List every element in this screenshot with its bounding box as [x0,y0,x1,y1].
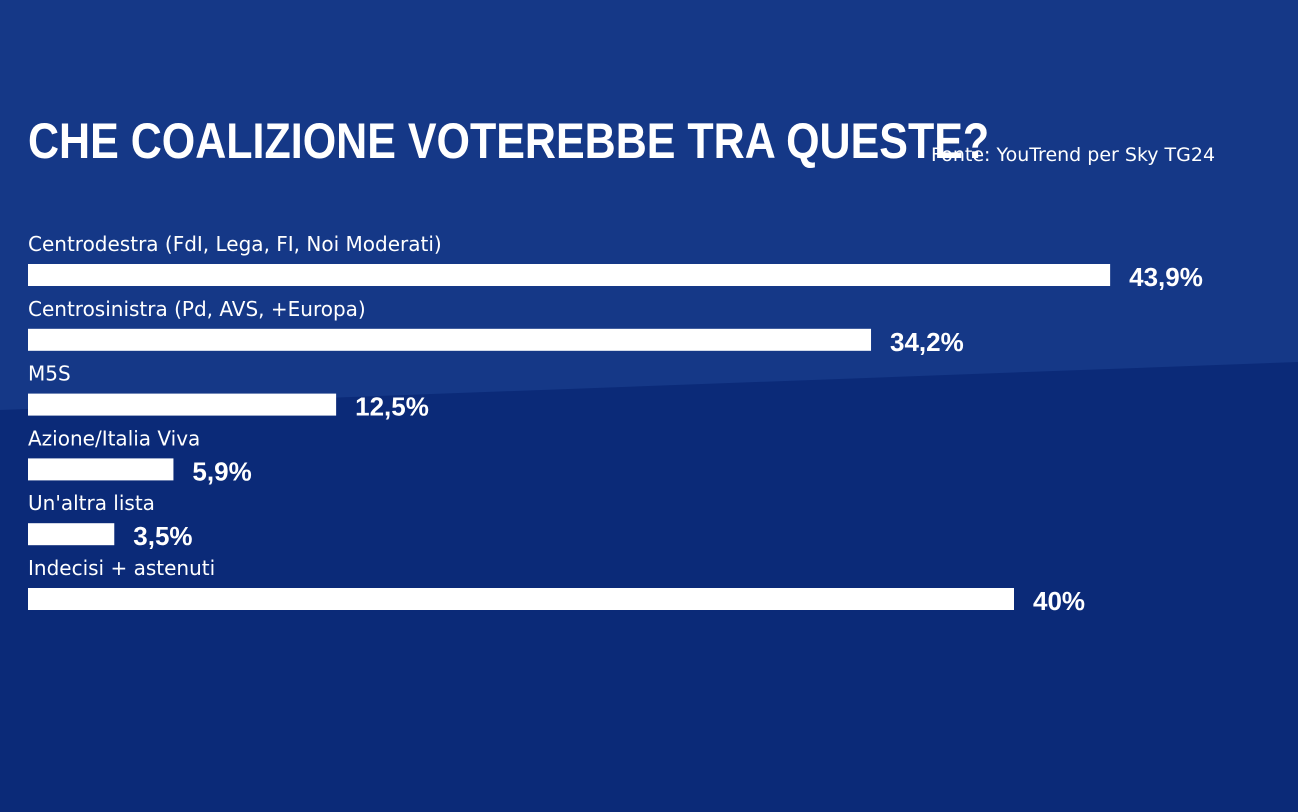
category-label-azione-italia-viva: Azione/Italia Viva [28,426,200,450]
category-label-indecisi-astenuti: Indecisi + astenuti [28,556,215,580]
bar-centrosinistra-pd-avs-europa [28,328,872,351]
category-label-centrodestra-fdi-lega-fi-noi-moderati: Centrodestra (FdI, Lega, FI, Noi Moderat… [28,232,442,256]
category-label-m5s: M5S [28,362,71,386]
value-label-centrodestra-fdi-lega-fi-noi-moderati: 43,9% [1129,262,1203,292]
bar-un-altra-lista [28,523,115,546]
value-label-centrosinistra-pd-avs-europa: 34,2% [890,327,964,357]
bar-indecisi-astenuti [28,588,1014,610]
category-label-centrosinistra-pd-avs-europa: Centrosinistra (Pd, AVS, +Europa) [28,297,366,321]
value-label-indecisi-astenuti: 40% [1033,586,1085,616]
bar-m5s [28,393,337,416]
value-label-azione-italia-viva: 5,9% [192,456,251,486]
value-label-un-altra-lista: 3,5% [133,521,192,551]
category-label-un-altra-lista: Un'altra lista [28,491,155,515]
value-label-m5s: 12,5% [355,392,429,422]
chart-title: CHE COALIZIONE VOTEREBBE TRA QUESTE? [28,113,990,169]
bar-azione-italia-viva [28,458,174,481]
source-note: Fonte: YouTrend per Sky TG24 [931,144,1216,166]
bar-centrodestra-fdi-lega-fi-noi-moderati [28,264,1111,286]
